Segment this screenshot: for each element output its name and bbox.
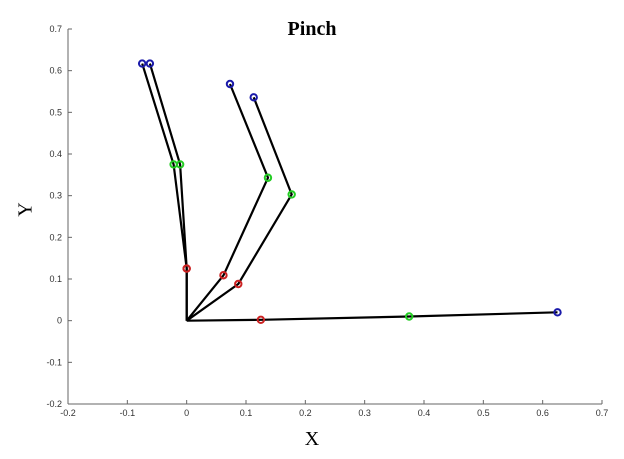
series-2-middle-point bbox=[287, 190, 296, 199]
series-3-tip-point bbox=[225, 79, 235, 89]
series-2-base-point bbox=[234, 279, 243, 289]
series-4-tip-point bbox=[145, 59, 155, 68]
y-tick-label: 0.6 bbox=[49, 66, 62, 76]
series-3-middle-point bbox=[263, 173, 273, 182]
series-1-base-point bbox=[256, 315, 266, 325]
y-tick-label: -0.2 bbox=[46, 399, 62, 409]
y-tick-label: 0.4 bbox=[49, 149, 62, 159]
series-5-base-point bbox=[182, 264, 191, 273]
x-tick-label: 0.6 bbox=[536, 408, 549, 418]
y-tick-label: 0.1 bbox=[49, 274, 62, 284]
series-5-tip-point bbox=[137, 59, 147, 68]
series-1-middle-point bbox=[404, 312, 414, 321]
series-5-middle-point bbox=[169, 160, 178, 169]
x-tick-label: 0.7 bbox=[596, 408, 609, 418]
x-tick-label: 0.2 bbox=[299, 408, 312, 418]
x-axis-label: X bbox=[304, 428, 320, 450]
y-tick-label: -0.1 bbox=[46, 357, 62, 367]
y-tick-label: 0.7 bbox=[49, 24, 62, 34]
x-tick-label: 0.1 bbox=[240, 408, 253, 418]
x-tick-label: 0 bbox=[184, 408, 189, 418]
x-tick-label: 0.3 bbox=[358, 408, 371, 418]
series-line-3 bbox=[185, 83, 270, 322]
series-line-5 bbox=[141, 63, 188, 321]
x-tick-label: -0.1 bbox=[120, 408, 136, 418]
y-tick-label: 0.2 bbox=[49, 232, 62, 242]
series-2-tip-point bbox=[249, 93, 258, 102]
x-tick-label: -0.2 bbox=[60, 408, 76, 418]
x-tick-label: 0.5 bbox=[477, 408, 490, 418]
series-1-tip-point bbox=[553, 308, 562, 317]
series-line-4 bbox=[148, 63, 188, 321]
series-line-2 bbox=[186, 96, 293, 322]
series-line-1 bbox=[186, 311, 558, 322]
y-tick-label: 0 bbox=[57, 316, 62, 326]
y-tick-label: 0.5 bbox=[49, 107, 62, 117]
series-3-base-point bbox=[219, 271, 228, 280]
chart-title: Pinch bbox=[287, 18, 337, 40]
x-tick-label: 0.4 bbox=[418, 408, 431, 418]
y-tick-label: 0.3 bbox=[49, 191, 62, 201]
